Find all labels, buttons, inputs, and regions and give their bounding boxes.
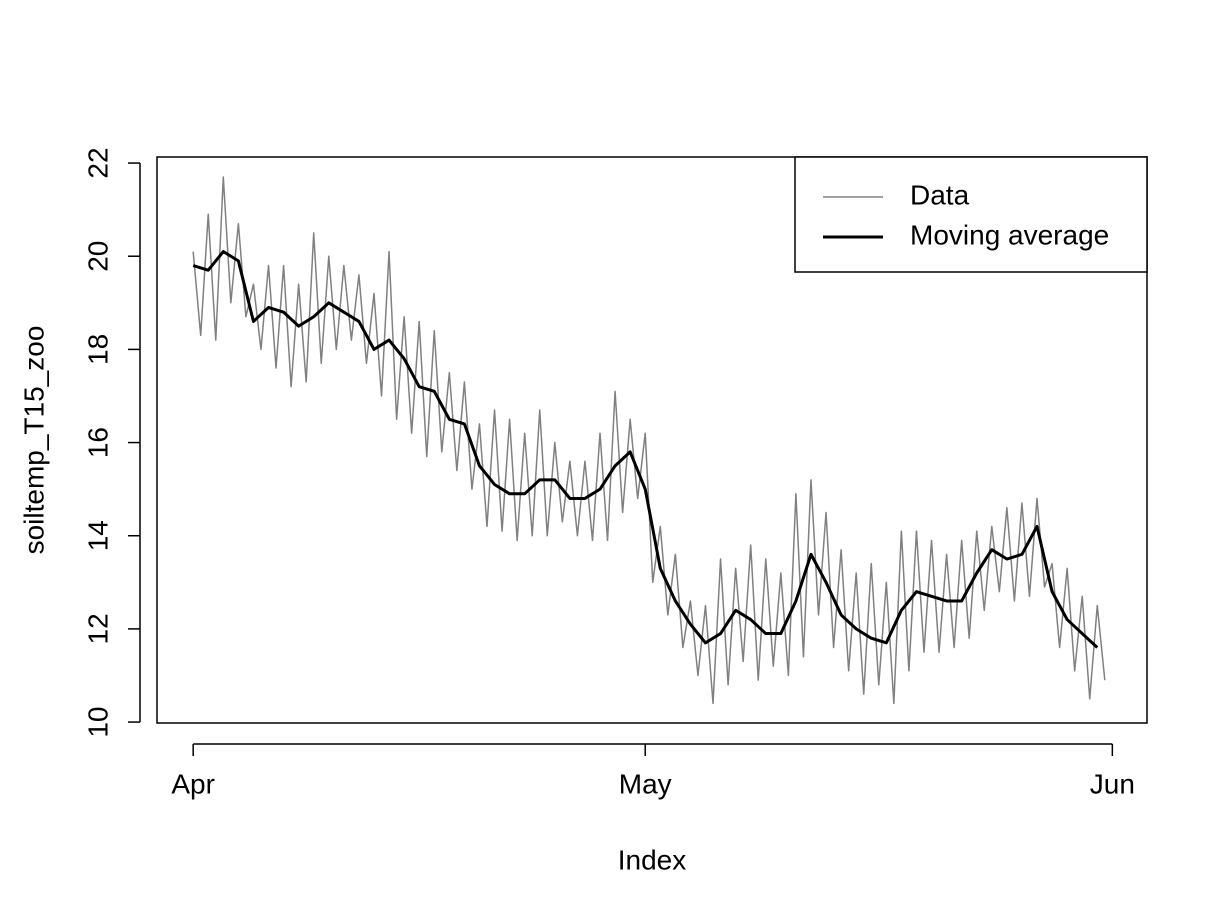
x-axis-label: Index (618, 844, 687, 875)
y-tick-label: 14 (82, 520, 113, 551)
data-line (192, 250, 1099, 649)
x-tick-label: May (619, 768, 672, 799)
y-tick-label: 12 (82, 613, 113, 644)
y-tick-label: 18 (82, 334, 113, 365)
plot-box (156, 156, 1148, 724)
y-tick-label: 16 (82, 427, 113, 458)
x-tick-label: Apr (171, 768, 215, 799)
y-tick-label: 22 (82, 147, 113, 178)
y-axis-label: soiltemp_T15_zoo (18, 326, 49, 555)
y-tick-label: 20 (82, 241, 113, 272)
x-tick-label: Jun (1090, 768, 1135, 799)
legend-label: Data (910, 179, 970, 210)
y-tick-label: 10 (82, 706, 113, 737)
legend-box (794, 156, 1148, 273)
legend-label: Moving average (910, 219, 1109, 250)
